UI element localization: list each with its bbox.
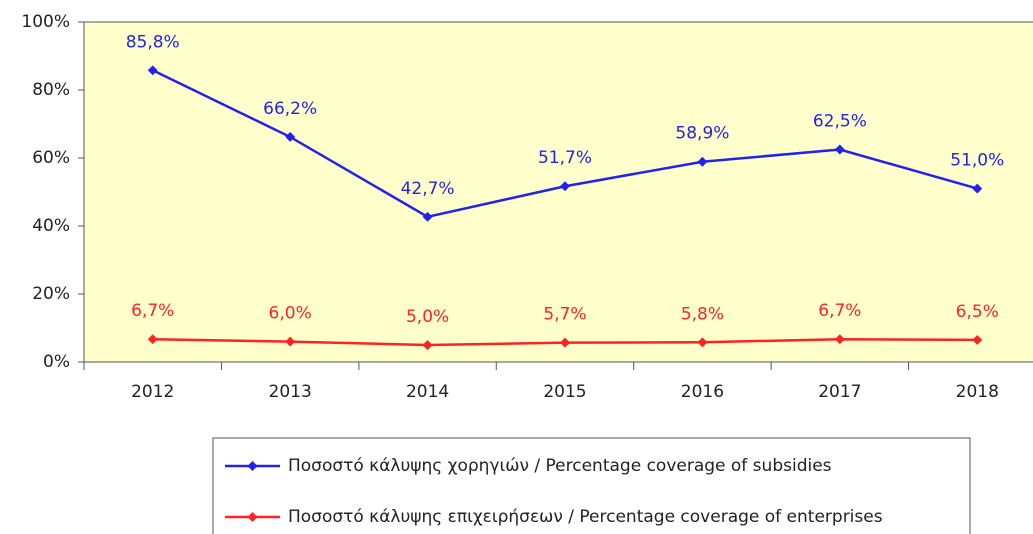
point-marker xyxy=(560,337,570,348)
point-marker xyxy=(422,211,433,222)
data-label: 85,8% xyxy=(126,32,180,52)
x-tick-label: 2014 xyxy=(406,382,449,402)
point-marker xyxy=(697,337,708,348)
y-tick-label: 100% xyxy=(21,12,70,32)
data-label: 42,7% xyxy=(401,179,455,199)
data-label: 51,7% xyxy=(538,148,592,168)
data-label: 6,0% xyxy=(269,304,312,324)
y-tick-label: 0% xyxy=(43,352,70,372)
y-tick-label: 40% xyxy=(32,216,70,236)
legend-label: Ποσοστό κάλυψης επιχειρήσεων / Percentag… xyxy=(288,507,883,527)
x-tick-label: 2017 xyxy=(818,382,861,402)
x-tick-label: 2013 xyxy=(269,382,312,402)
point-marker xyxy=(972,183,983,194)
point-marker xyxy=(972,334,983,345)
data-label: 6,7% xyxy=(131,301,174,321)
data-label: 51,0% xyxy=(950,151,1004,171)
point-marker xyxy=(285,131,296,142)
data-label: 6,5% xyxy=(956,302,999,322)
point-marker xyxy=(285,336,296,347)
data-label: 5,0% xyxy=(406,307,449,327)
x-tick-label: 2018 xyxy=(956,382,999,402)
data-label: 6,7% xyxy=(818,301,861,321)
legend-box xyxy=(212,437,971,534)
plot-area xyxy=(83,21,1033,363)
data-label: 62,5% xyxy=(813,112,867,132)
legend-marker xyxy=(247,512,258,522)
point-marker xyxy=(560,181,570,192)
point-marker xyxy=(147,65,158,76)
point-marker xyxy=(834,334,845,345)
y-tick-label: 60% xyxy=(32,148,70,168)
x-tick-label: 2016 xyxy=(681,382,724,402)
data-label: 58,9% xyxy=(675,124,729,144)
x-tick-label: 2012 xyxy=(131,382,174,402)
legend-label: Ποσοστό κάλυψης χορηγιών / Percentage co… xyxy=(288,456,832,476)
data-label: 66,2% xyxy=(263,99,317,119)
point-marker xyxy=(147,334,158,345)
x-tick-label: 2015 xyxy=(543,382,586,402)
legend-marker xyxy=(247,461,258,471)
point-marker xyxy=(697,156,708,167)
y-tick-label: 80% xyxy=(32,80,70,100)
point-marker xyxy=(422,340,433,350)
data-label: 5,7% xyxy=(543,305,586,325)
y-tick-label: 20% xyxy=(32,284,70,304)
data-label: 5,8% xyxy=(681,304,724,324)
point-marker xyxy=(834,144,845,155)
